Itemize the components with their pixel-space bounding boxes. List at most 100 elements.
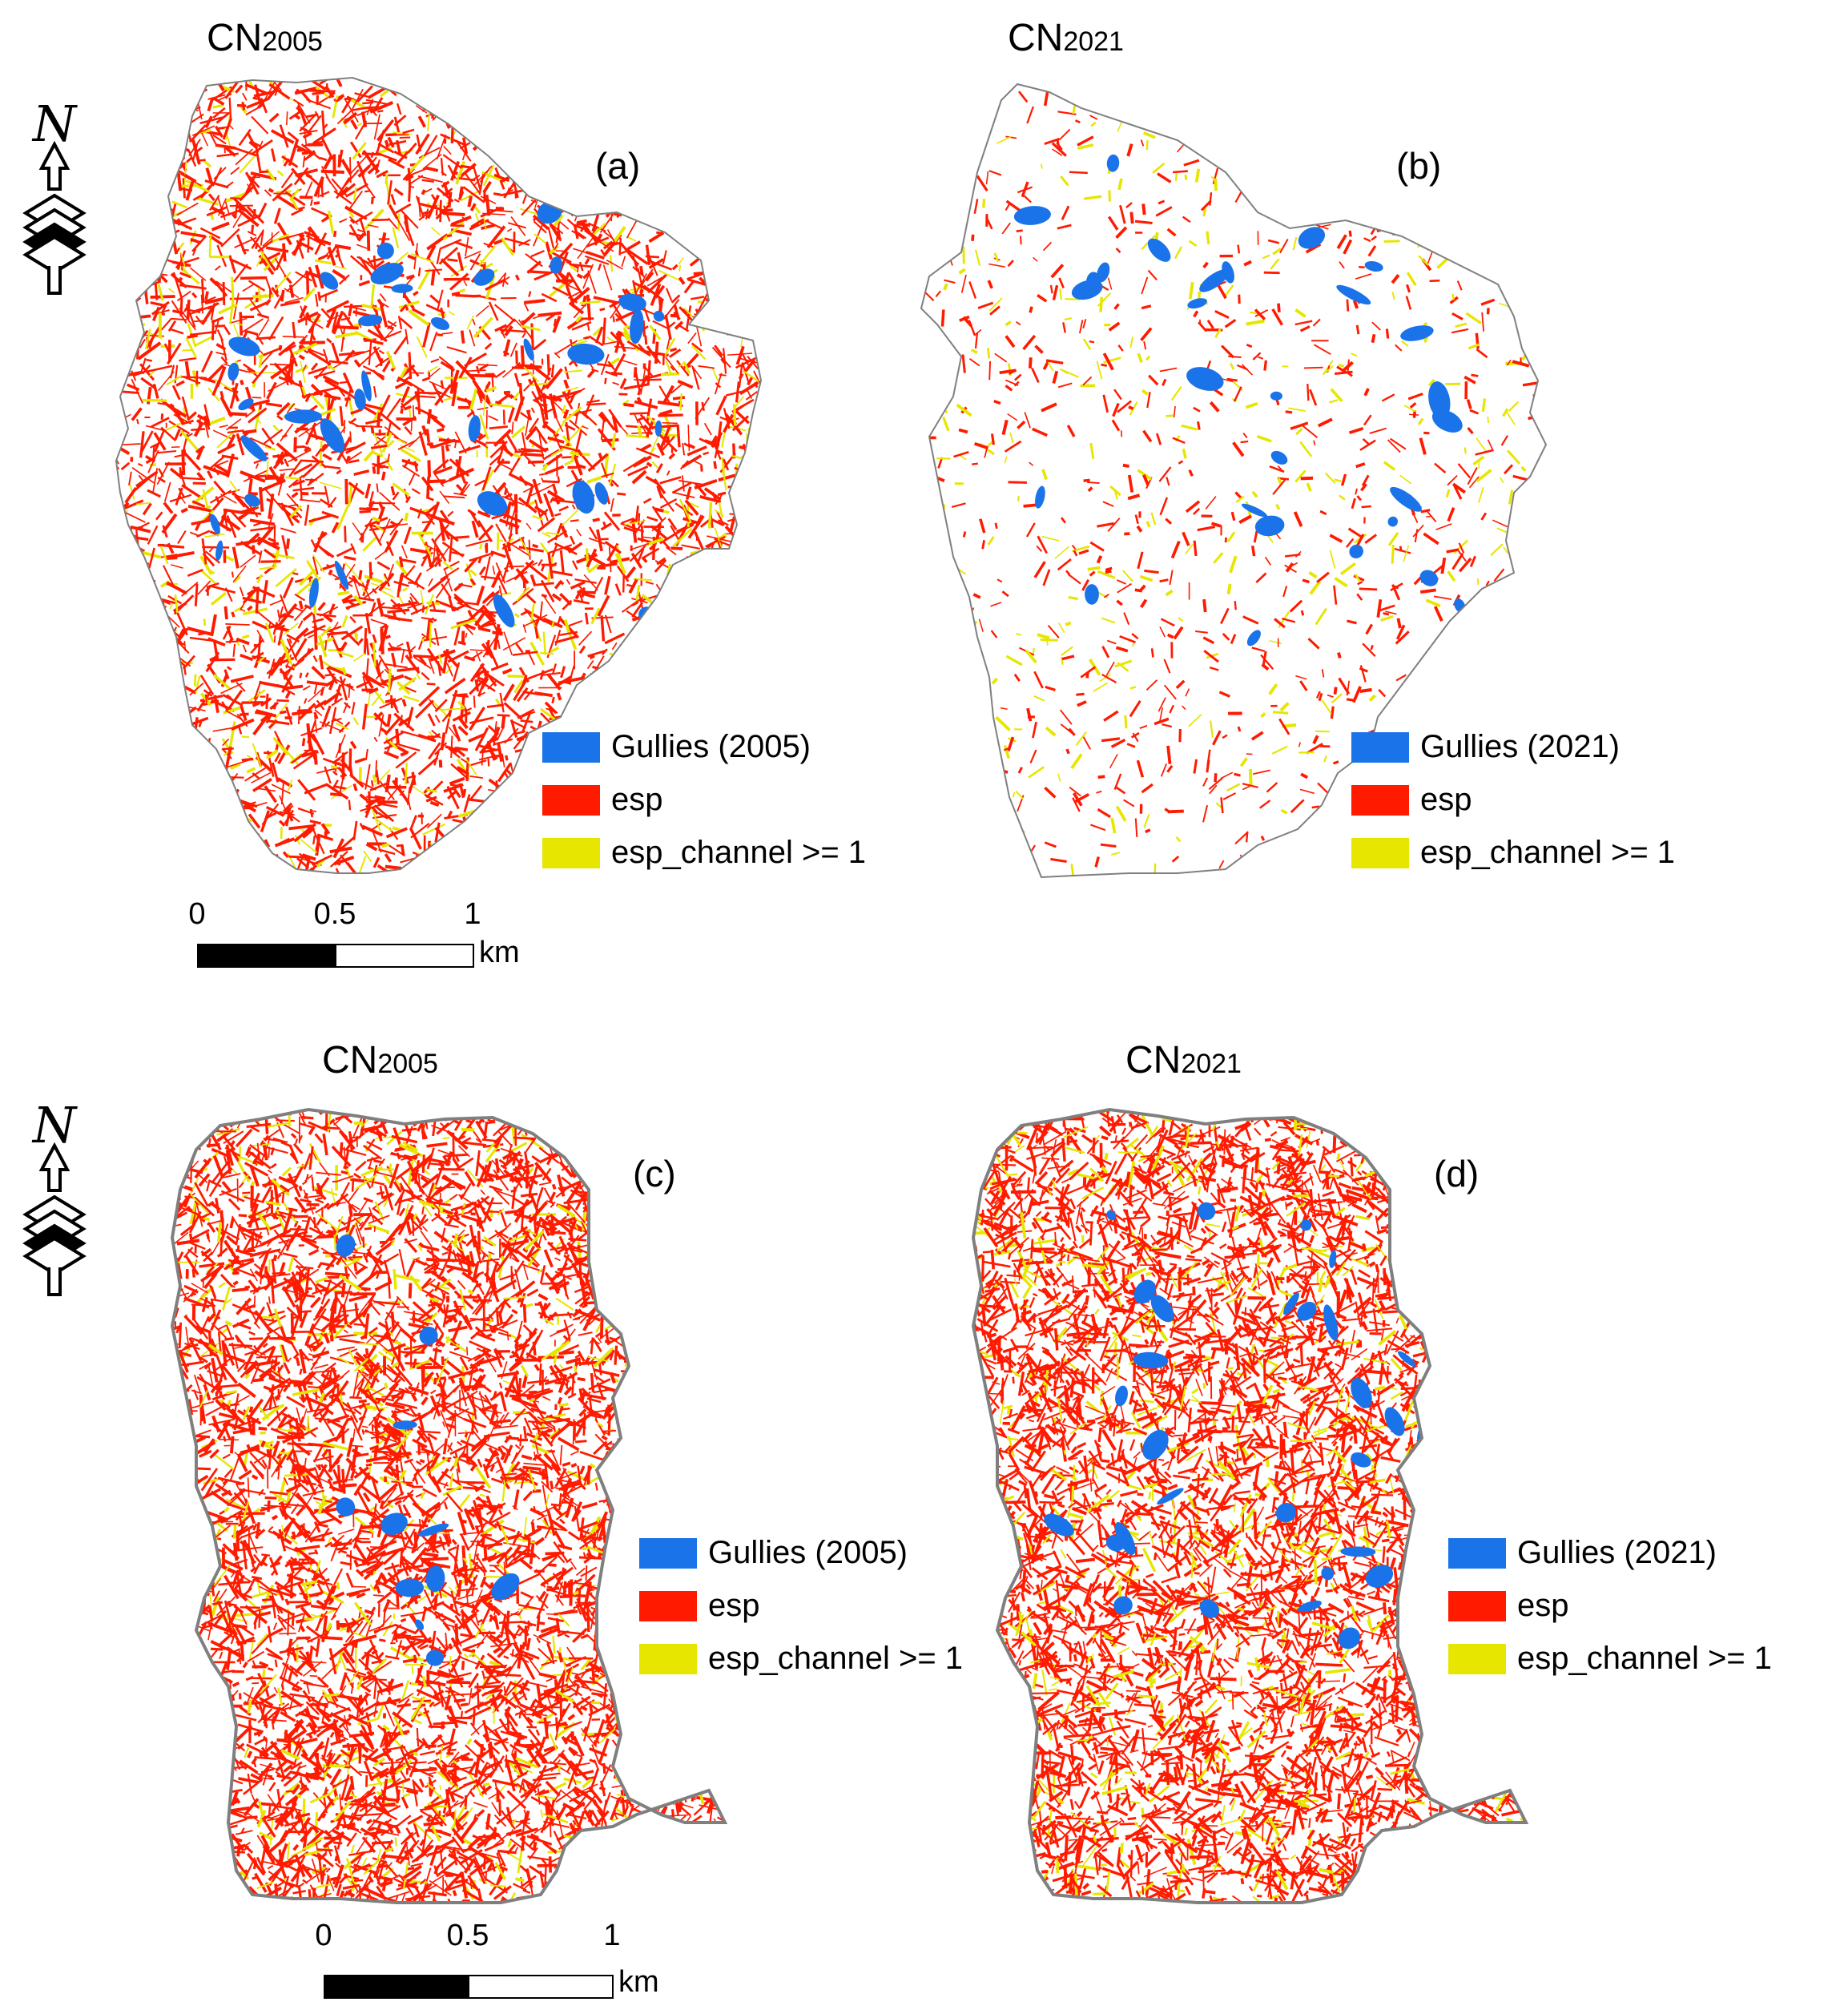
esp-cell bbox=[185, 304, 196, 328]
esp-cell bbox=[121, 622, 138, 645]
esp-channel-cell bbox=[703, 694, 712, 703]
esp-cell bbox=[477, 433, 488, 441]
esp-channel-cell bbox=[716, 817, 740, 828]
esp-cell bbox=[248, 478, 253, 495]
esp-cell bbox=[179, 469, 184, 475]
esp-cell bbox=[335, 868, 340, 873]
esp-cell bbox=[273, 635, 276, 643]
esp-cell bbox=[711, 147, 715, 159]
esp-cell bbox=[201, 350, 214, 373]
esp-cell bbox=[589, 672, 606, 684]
esp-cell bbox=[604, 683, 616, 707]
esp-cell bbox=[660, 797, 677, 808]
esp-cell bbox=[690, 195, 695, 201]
esp-cell bbox=[650, 283, 662, 306]
esp-cell bbox=[151, 183, 165, 207]
esp-cell bbox=[502, 409, 505, 425]
esp-cell bbox=[525, 252, 543, 268]
esp-channel-cell bbox=[697, 317, 706, 332]
esp-channel-cell bbox=[399, 366, 409, 379]
esp-cell bbox=[581, 672, 586, 679]
esp-cell bbox=[457, 602, 483, 614]
esp-cell bbox=[464, 602, 477, 606]
esp-cell bbox=[765, 479, 774, 499]
esp-channel-cell bbox=[695, 603, 699, 614]
esp-cell bbox=[191, 292, 198, 299]
esp-cell bbox=[768, 361, 787, 373]
esp-cell bbox=[720, 559, 732, 567]
esp-cell bbox=[139, 430, 154, 455]
esp-channel-cell bbox=[257, 288, 262, 301]
esp-cell bbox=[631, 469, 647, 485]
esp-cell bbox=[406, 869, 412, 873]
esp-cell bbox=[587, 453, 609, 473]
esp-cell bbox=[119, 95, 133, 100]
esp-cell bbox=[151, 417, 170, 428]
esp-cell bbox=[276, 610, 280, 618]
esp-cell bbox=[674, 673, 686, 694]
esp-cell bbox=[426, 683, 436, 686]
esp-cell bbox=[97, 373, 115, 377]
esp-cell bbox=[732, 88, 739, 107]
esp-cell bbox=[348, 773, 364, 788]
esp-channel-cell bbox=[703, 78, 716, 82]
esp-cell bbox=[300, 340, 325, 344]
esp-cell bbox=[144, 750, 151, 755]
esp-cell bbox=[743, 796, 758, 801]
esp-cell bbox=[260, 715, 268, 722]
esp-cell bbox=[729, 162, 736, 167]
esp-cell bbox=[598, 675, 602, 682]
esp-cell bbox=[497, 742, 503, 763]
esp-cell bbox=[654, 210, 660, 230]
esp-cell bbox=[751, 85, 761, 96]
esp-cell bbox=[718, 519, 729, 526]
esp-cell bbox=[602, 264, 613, 291]
esp-cell bbox=[142, 562, 150, 590]
esp-cell bbox=[343, 111, 358, 125]
esp-cell bbox=[116, 744, 127, 750]
esp-cell bbox=[315, 448, 323, 457]
esp-cell bbox=[127, 383, 140, 392]
esp-channel-cell bbox=[662, 337, 676, 358]
esp-channel-cell bbox=[225, 830, 248, 845]
esp-cell bbox=[429, 556, 438, 569]
esp-cell bbox=[500, 188, 525, 197]
esp-cell bbox=[280, 710, 287, 715]
esp-cell bbox=[517, 497, 537, 514]
esp-cell bbox=[477, 520, 493, 542]
esp-cell bbox=[728, 107, 743, 112]
esp-cell bbox=[586, 659, 594, 670]
esp-cell bbox=[199, 852, 221, 866]
esp-channel-cell bbox=[631, 646, 635, 655]
esp-channel-cell bbox=[742, 585, 761, 592]
esp-cell bbox=[319, 191, 330, 197]
esp-cell bbox=[116, 790, 118, 798]
esp-cell bbox=[564, 424, 576, 431]
esp-cell bbox=[178, 78, 203, 83]
esp-cell bbox=[413, 290, 419, 296]
esp-cell bbox=[390, 695, 393, 709]
esp-channel-cell bbox=[578, 338, 586, 342]
esp-cell bbox=[539, 171, 548, 191]
esp-cell bbox=[569, 176, 582, 203]
esp-cell bbox=[626, 566, 637, 579]
esp-channel-cell bbox=[135, 559, 139, 579]
esp-cell bbox=[690, 342, 703, 352]
esp-cell bbox=[358, 570, 363, 580]
esp-cell bbox=[171, 317, 187, 321]
esp-cell bbox=[650, 159, 658, 164]
esp-channel-cell bbox=[180, 813, 189, 824]
esp-cell bbox=[500, 318, 515, 335]
esp-cell bbox=[119, 183, 130, 189]
esp-cell bbox=[602, 110, 610, 116]
esp-cell bbox=[664, 90, 675, 99]
esp-channel-cell bbox=[520, 779, 529, 797]
esp-cell bbox=[319, 721, 344, 733]
esp-channel-cell bbox=[285, 476, 300, 481]
esp-channel-cell bbox=[678, 257, 684, 265]
esp-channel-cell bbox=[264, 622, 275, 643]
esp-cell bbox=[276, 442, 298, 462]
esp-cell bbox=[384, 718, 401, 735]
esp-cell bbox=[276, 699, 289, 703]
esp-cell bbox=[116, 649, 135, 655]
